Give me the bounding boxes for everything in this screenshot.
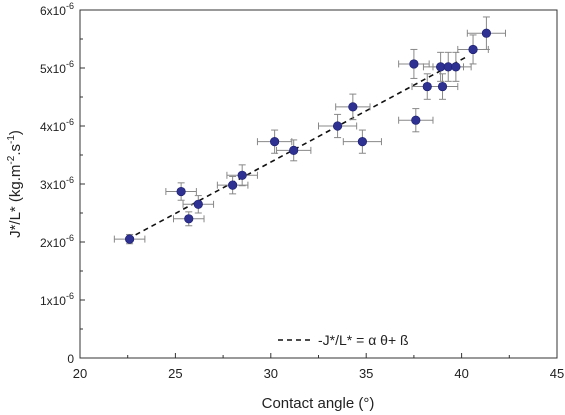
x-tick-label: 20 <box>73 366 87 381</box>
y-tick-label: 5x10-6 <box>40 59 74 76</box>
y-axis-label-mid: .s <box>7 144 24 156</box>
linear-fit-line <box>127 55 468 240</box>
data-point <box>289 145 299 155</box>
data-point <box>237 170 247 180</box>
data-point <box>409 59 419 69</box>
x-tick-label: 35 <box>359 366 373 381</box>
y-tick-label: 4x10-6 <box>40 117 74 134</box>
y-axis-label-sup1: -2 <box>6 155 17 164</box>
y-axis-label: J*/L* (kg.m-2.s-1) <box>6 130 24 238</box>
x-axis-ticks <box>79 353 558 358</box>
y-tick-label: 3x10-6 <box>40 175 74 192</box>
data-point <box>176 186 186 197</box>
data-point <box>332 121 343 131</box>
y-tick-label: 6x10-6 <box>40 1 74 18</box>
y-axis-label-sup2: -1 <box>6 135 17 144</box>
data-point <box>468 44 478 55</box>
x-axis-label: Contact angle (°) <box>262 395 375 412</box>
data-point <box>451 62 461 72</box>
y-tick-label: 1x10-6 <box>40 291 74 308</box>
data-point <box>443 62 453 72</box>
data-point <box>437 81 448 92</box>
data-point <box>422 81 432 92</box>
legend-label: -J*/L* = α θ+ ß <box>318 332 409 348</box>
x-axis-tick-labels: 20 25 30 35 40 45 <box>73 366 564 381</box>
plot-area-frame <box>79 9 558 359</box>
data-point <box>436 62 446 72</box>
data-points <box>125 28 492 244</box>
data-point <box>193 199 203 209</box>
data-point <box>125 234 135 244</box>
y-axis-tick-labels: 0 1x10-6 2x10-6 3x10-6 4x10-6 5x10-6 6x10-6 <box>40 1 74 366</box>
data-point <box>270 137 280 147</box>
y-tick-label: 0 <box>67 352 74 366</box>
legend: -J*/L* = α θ+ ß <box>278 332 409 348</box>
x-tick-label: 40 <box>454 366 468 381</box>
x-tick-label: 45 <box>550 366 564 381</box>
data-point <box>184 214 194 224</box>
x-tick-label: 25 <box>168 366 182 381</box>
data-point <box>357 137 367 147</box>
y-axis-ticks <box>80 9 85 359</box>
y-axis-label-main: J*/L* (kg.m <box>7 165 24 238</box>
error-bars <box>113 16 506 245</box>
data-point <box>228 180 238 190</box>
y-axis-label-end: ) <box>7 130 24 135</box>
data-point <box>481 28 492 38</box>
x-tick-label: 30 <box>264 366 278 381</box>
data-point <box>411 115 421 125</box>
y-tick-label: 2x10-6 <box>40 233 74 250</box>
data-point <box>348 102 358 112</box>
